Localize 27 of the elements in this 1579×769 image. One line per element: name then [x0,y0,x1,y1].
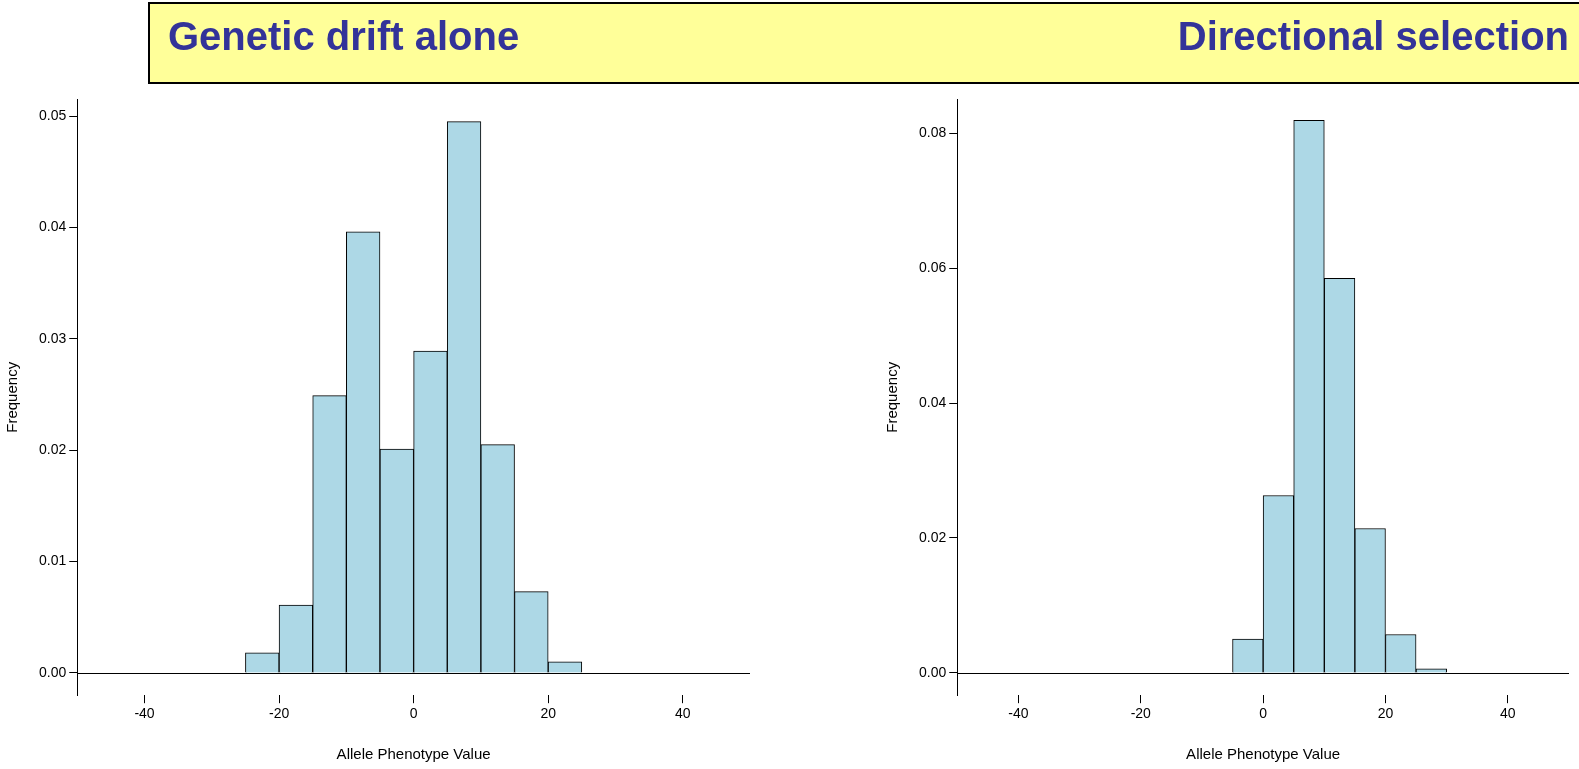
x-axis-title: Allele Phenotype Value [336,745,491,763]
y-axis-title: Frequency [3,361,21,433]
x-axis-title: Allele Phenotype Value [1186,745,1341,763]
y-tick-label: 0.03 [39,329,67,346]
y-tick-label: 0.02 [919,528,947,545]
x-tick-label: -20 [268,705,290,722]
x-tick-label: 0 [409,705,418,722]
chart-title: Directional selection [1177,14,1569,59]
x-tick-label: 20 [540,705,557,722]
y-tick-label: 0.05 [39,106,67,123]
y-tick-label: 0.01 [39,552,67,569]
y-tick-label: 0.04 [39,218,67,235]
x-tick-label: -40 [134,705,155,722]
y-axis-title: Frequency [883,361,901,433]
y-tick-label: 0.00 [919,663,947,680]
x-tick-label: 40 [674,705,691,722]
y-tick-label: 0.08 [919,124,947,140]
y-tick-label: 0.02 [39,441,67,458]
y-tick-label: 0.06 [919,258,947,275]
x-tick-label: 40 [1500,705,1516,722]
x-tick-label: -40 [1008,705,1029,722]
y-tick-label: 0.00 [39,663,67,680]
x-tick-label: -20 [1130,705,1152,722]
y-tick-label: 0.04 [919,393,947,410]
chart-title: Genetic drift alone [168,14,520,59]
x-tick-label: 20 [1377,705,1394,722]
x-tick-label: 0 [1259,705,1268,722]
